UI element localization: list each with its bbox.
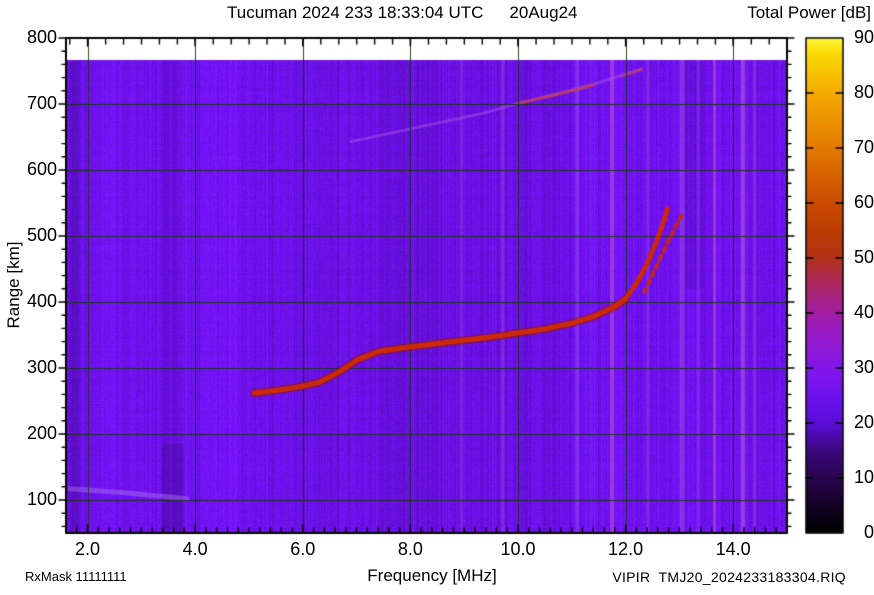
x-axis-label: Frequency [MHz] (367, 566, 497, 585)
colorbar-title: Total Power [dB] (747, 3, 871, 22)
colorbar-tick-label: 40 (853, 302, 874, 322)
x-tick-label: 2.0 (75, 539, 101, 559)
x-tick-label: 4.0 (182, 539, 208, 559)
y-tick-label: 600 (26, 159, 57, 179)
y-tick-label: 400 (26, 291, 57, 311)
y-tick-label: 300 (26, 357, 57, 377)
y-tick-label: 500 (26, 225, 57, 245)
y-tick-label: 800 (26, 27, 57, 47)
x-tick-label: 8.0 (397, 539, 423, 559)
rx-mask-label: RxMask 11111111 (25, 569, 127, 584)
plot-title-row: Tucuman 2024 233 18:33:04 UTC 20Aug24 (227, 3, 578, 23)
y-tick-label: 200 (26, 423, 57, 443)
colorbar-tick-label: 10 (853, 467, 874, 487)
colorbar-tick-label: 80 (853, 82, 874, 102)
y-axis-label: Range [km] (4, 241, 23, 329)
x-tick-label: 14.0 (715, 539, 751, 559)
y-tick-label: 100 (26, 489, 57, 509)
colorbar-tick-label: 20 (853, 412, 874, 432)
file-name-label: VIPIR TMJ20_2024233183304.RIQ (612, 569, 846, 585)
colorbar-tick-label: 30 (853, 357, 874, 377)
colorbar-tick-label: 90 (853, 27, 874, 47)
plot-title: Tucuman 2024 233 18:33:04 UTC (227, 3, 484, 22)
colorbar-tick-label: 70 (853, 137, 874, 157)
colorbar-tick-label: 0 (863, 522, 874, 542)
x-tick-label: 10.0 (500, 539, 536, 559)
colorbar-tick-label: 60 (853, 192, 874, 212)
plot-date: 20Aug24 (509, 3, 578, 22)
x-tick-label: 12.0 (608, 539, 644, 559)
colorbar-tick-label: 50 (853, 247, 874, 267)
x-tick-label: 6.0 (290, 539, 316, 559)
y-tick-label: 700 (26, 93, 57, 113)
